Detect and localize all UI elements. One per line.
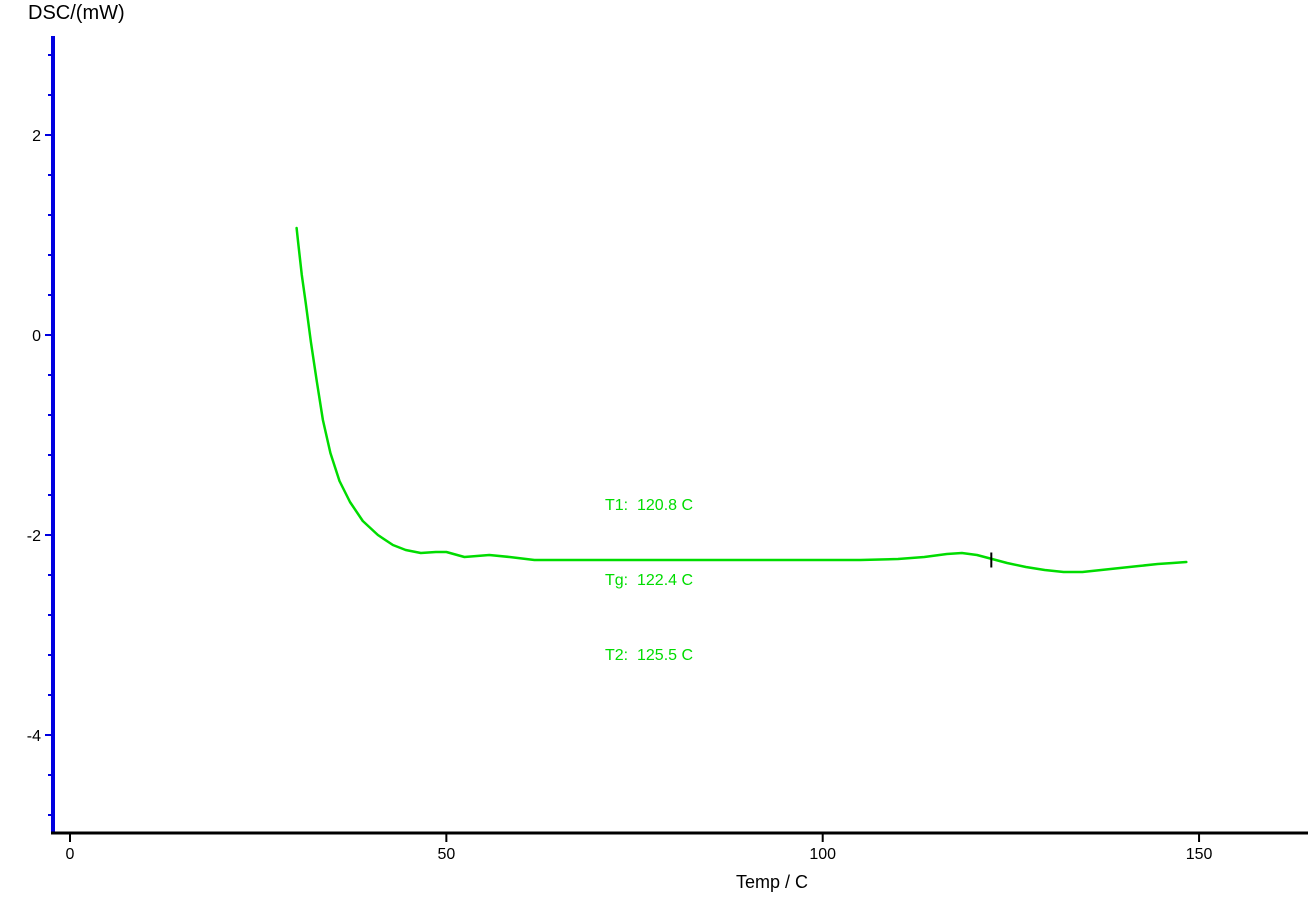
y-tick-label: 0 [32,328,41,345]
annotation-tg: Tg: 122.4 C [605,572,694,589]
annotation-t1: T1: 120.8 C [605,497,694,514]
annotation-block: T1: 120.8 C Tg: 122.4 C T2: 125.5 C [605,443,693,718]
x-axis-title: Temp / C [736,872,809,892]
y-axis-title: DSC/(mW) [28,2,125,24]
x-tick-label: 100 [809,846,836,863]
dsc-curve[interactable] [295,226,1188,574]
x-tick-label: 0 [66,846,75,863]
x-tick-label: 50 [437,846,455,863]
y-tick-label: -4 [27,728,41,745]
annotation-t2: T2: 125.5 C [605,647,694,664]
y-tick-label: -2 [27,528,41,545]
x-tick-label: 150 [1186,846,1213,863]
y-tick-label: 2 [32,128,41,145]
